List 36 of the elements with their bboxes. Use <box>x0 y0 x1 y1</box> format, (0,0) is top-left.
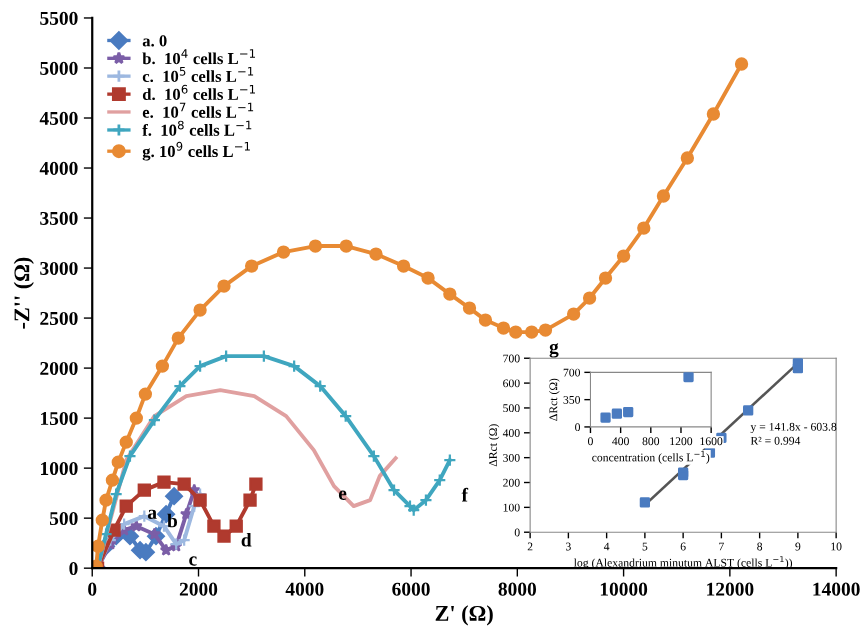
annotation: a <box>147 509 157 520</box>
x-tick-label: 14000 <box>813 582 860 596</box>
legend-label: f. 10$^{8}$ cells L$^{−1}$ <box>142 120 252 136</box>
y-tick-label: 2000 <box>40 361 78 376</box>
y-tick-label: 3500 <box>40 211 78 225</box>
x-tick-label: 6000 <box>392 582 430 596</box>
x-tick-label: 12000 <box>707 582 754 596</box>
legend-label: e. 10$^{7}$ cells L$^{−1}$ <box>142 102 254 118</box>
y-tick-label: 4000 <box>39 161 78 175</box>
annotation: g <box>549 343 559 358</box>
legend-label: a. 0 <box>142 35 167 47</box>
y-tick-label: 500 <box>49 511 78 526</box>
legend-label: g. 10$^{9}$ cells L$^{−1}$ <box>142 141 250 161</box>
y-tick-label: 1000 <box>41 461 78 476</box>
y-tick-label: 5500 <box>40 11 78 25</box>
annotation: e <box>338 490 347 500</box>
legend-label: c. 10$^{5}$ cells L$^{−1}$ <box>142 66 254 83</box>
y-tick-label: 5000 <box>40 61 78 75</box>
x-tick-label: 4000 <box>285 582 324 596</box>
y-tick-label: 1500 <box>41 411 78 426</box>
x-tick-label: 8000 <box>498 582 537 596</box>
y-axis-title: -Z'' (Ω) <box>13 257 34 329</box>
legend-label: d. 10$^{6}$ cells L$^{−1}$ <box>142 84 255 101</box>
y-tick-label: 4500 <box>39 111 78 125</box>
x-tick-label: 2000 <box>179 582 218 596</box>
x-axis-title: Z' (Ω) <box>435 605 493 626</box>
x-tick-label: 0 <box>88 582 97 596</box>
y-tick-label: 3000 <box>40 261 78 275</box>
annotation: f <box>461 487 469 502</box>
annotation: b <box>167 513 178 528</box>
y-tick-label: 2500 <box>40 311 78 326</box>
x-tick-label: 10000 <box>600 582 648 596</box>
annotation: d <box>241 532 252 547</box>
annotation: c <box>189 556 197 566</box>
legend-label: b. 10$^{4}$ cells L$^{−1}$ <box>142 49 255 65</box>
y-tick-label: 0 <box>69 561 78 576</box>
